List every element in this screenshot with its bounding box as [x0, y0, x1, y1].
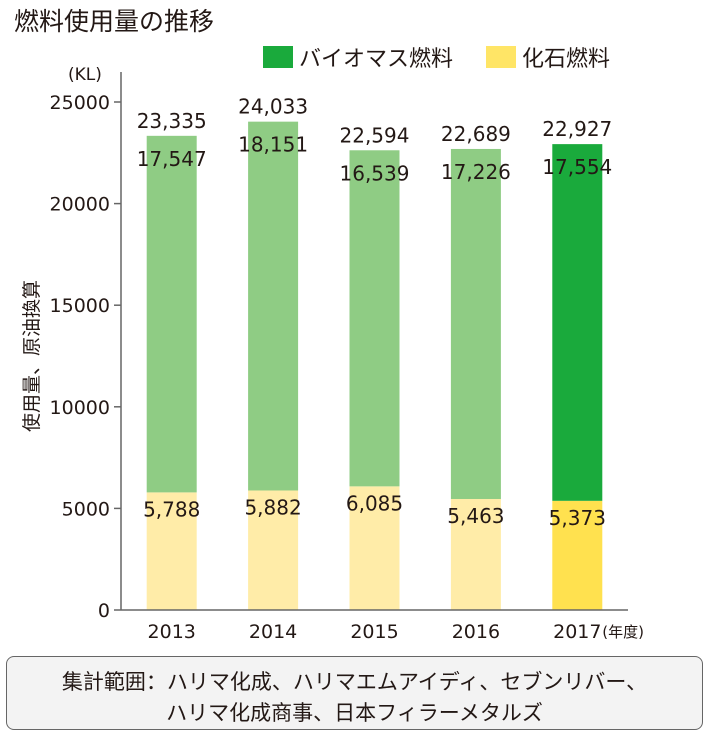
legend-swatch-biomass [263, 46, 293, 68]
label-total-2014: 24,033 [238, 95, 308, 119]
y-tick-label: 0 [98, 600, 110, 622]
x-tick-label-2015: 2015 [350, 621, 398, 643]
legend-swatch-fossil [486, 46, 516, 68]
legend-label-biomass: バイオマス燃料 [299, 47, 454, 72]
y-tick-label: 5000 [62, 498, 110, 520]
label-total-2015: 22,594 [340, 123, 410, 147]
stacked-bar-chart: (KL) 使用量、原油換算 0 5000 10000 15000 20000 25000 5,7… [21, 65, 644, 643]
scope-note: 集計範囲：ハリマ化成、ハリマエムアイディ、セブンリバー、 ハリマ化成商事、日本フ… [6, 656, 703, 730]
y-tick-label: 15000 [50, 295, 110, 317]
bar-biomass-2015 [349, 150, 400, 487]
legend-label-fossil: 化石燃料 [522, 47, 611, 72]
label-fossil-2017: 5,373 [549, 506, 606, 530]
label-fossil-2015: 6,085 [346, 491, 403, 515]
legend-item-fossil: 化石燃料 [486, 41, 610, 73]
x-tick-label-2013: 2013 [148, 621, 196, 643]
bar-biomass-2014 [248, 121, 299, 491]
label-total-2016: 22,689 [441, 122, 511, 146]
x-unit-label: (年度) [602, 623, 644, 641]
label-fossil-2014: 5,882 [244, 495, 301, 519]
label-biomass-2016: 17,226 [441, 160, 511, 184]
label-fossil-2016: 5,463 [447, 504, 504, 528]
bar-biomass-2016 [450, 148, 501, 499]
x-tick-label-2017: 2017 [553, 621, 601, 643]
label-fossil-2013: 5,788 [143, 497, 200, 521]
x-tick-label-2014: 2014 [249, 621, 297, 643]
bar-fossil-2017 [552, 500, 603, 610]
bar-fossil-2013 [146, 492, 197, 610]
y-tick-label: 25000 [50, 92, 110, 114]
label-total-2017: 22,927 [542, 117, 612, 141]
x-tick-label-2016: 2016 [452, 621, 500, 643]
bar-biomass-2017 [552, 144, 603, 501]
bar-biomass-2013 [146, 135, 197, 493]
label-biomass-2014: 18,151 [238, 133, 308, 157]
chart-title: 燃料使用量の推移 [14, 7, 215, 36]
legend-item-biomass: バイオマス燃料 [263, 41, 453, 73]
y-tick-label: 20000 [50, 194, 110, 216]
label-biomass-2013: 17,547 [137, 147, 207, 171]
scope-note-line-1: 集計範囲：ハリマ化成、ハリマエムアイディ、セブンリバー、 [61, 670, 648, 694]
y-axis-label: 使用量、原油換算 [21, 280, 43, 432]
y-unit-label: (KL) [68, 65, 102, 85]
label-biomass-2017: 17,554 [542, 155, 612, 179]
bar-fossil-2015 [349, 486, 400, 610]
bar-fossil-2014 [248, 490, 299, 610]
label-biomass-2015: 16,539 [340, 161, 410, 185]
y-tick-label: 10000 [50, 397, 110, 419]
label-total-2013: 23,335 [137, 109, 207, 133]
scope-note-line-2: ハリマ化成商事、日本フィラーメタルズ [166, 701, 543, 725]
bar-fossil-2016 [450, 498, 501, 610]
